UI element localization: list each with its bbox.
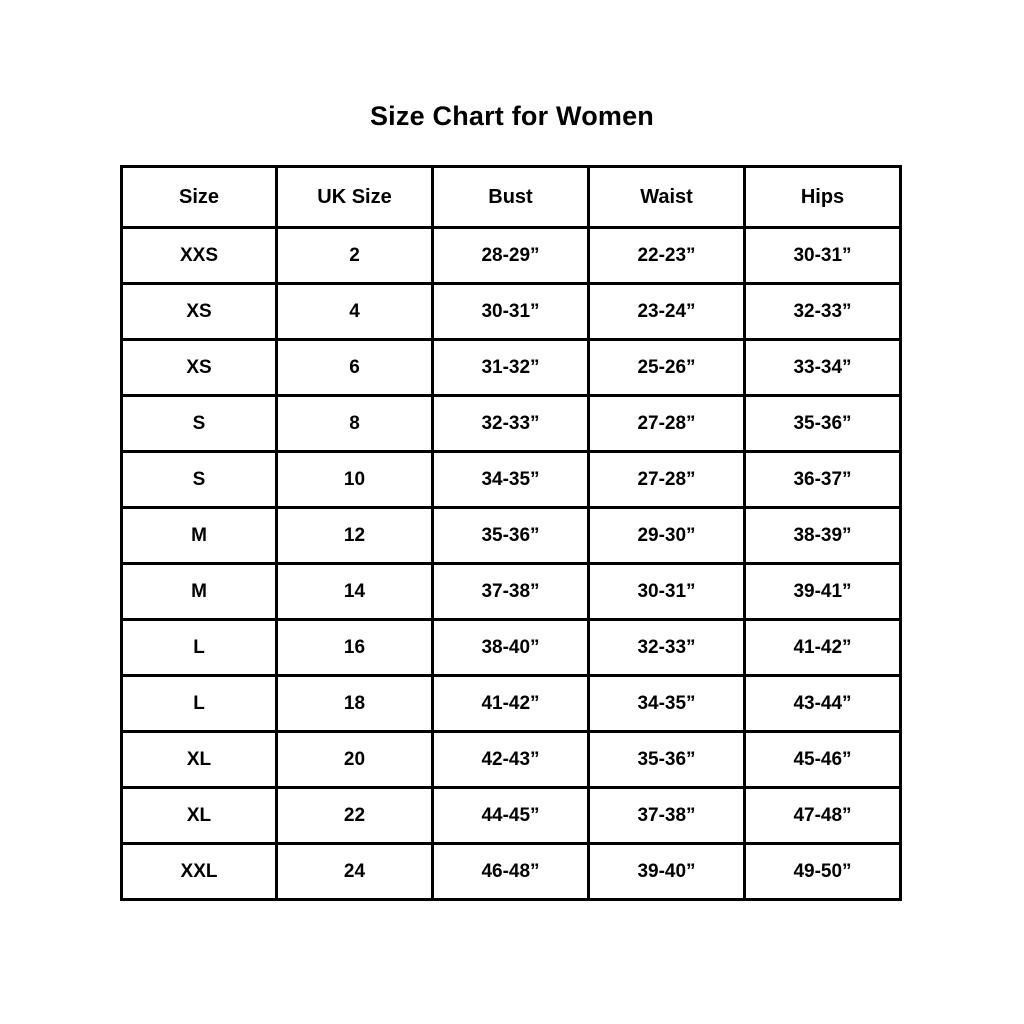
cell-bust: 34-35” [431, 450, 590, 509]
table-row: L 18 41-42” 34-35” 43-44” [120, 674, 902, 733]
cell-bust: 37-38” [431, 562, 590, 621]
cell-uk-size: 2 [275, 226, 434, 285]
cell-waist: 22-23” [587, 226, 746, 285]
cell-bust: 38-40” [431, 618, 590, 677]
cell-hips: 38-39” [743, 506, 902, 565]
cell-waist: 27-28” [587, 450, 746, 509]
table-row: XS 4 30-31” 23-24” 32-33” [120, 282, 902, 341]
cell-size: M [120, 506, 278, 565]
cell-bust: 41-42” [431, 674, 590, 733]
cell-hips: 33-34” [743, 338, 902, 397]
cell-hips: 41-42” [743, 618, 902, 677]
cell-uk-size: 20 [275, 730, 434, 789]
cell-bust: 32-33” [431, 394, 590, 453]
table-row: L 16 38-40” 32-33” 41-42” [120, 618, 902, 677]
cell-hips: 47-48” [743, 786, 902, 845]
cell-size: XXL [120, 842, 278, 901]
cell-uk-size: 12 [275, 506, 434, 565]
cell-bust: 46-48” [431, 842, 590, 901]
cell-size: L [120, 674, 278, 733]
cell-size: XXS [120, 226, 278, 285]
cell-size: XS [120, 338, 278, 397]
table-header: Size UK Size Bust Waist Hips [120, 165, 902, 229]
column-header-size: Size [120, 165, 278, 229]
page-title: Size Chart for Women [369, 101, 655, 131]
cell-uk-size: 16 [275, 618, 434, 677]
table-row: XL 22 44-45” 37-38” 47-48” [120, 786, 902, 845]
table-body: XXS 2 28-29” 22-23” 30-31” XS 4 30-31” 23-24” 32-… [120, 226, 902, 901]
table-row: XL 20 42-43” 35-36” 45-46” [120, 730, 902, 789]
cell-waist: 39-40” [587, 842, 746, 901]
cell-waist: 27-28” [587, 394, 746, 453]
cell-uk-size: 24 [275, 842, 434, 901]
cell-hips: 49-50” [743, 842, 902, 901]
cell-uk-size: 8 [275, 394, 434, 453]
cell-hips: 43-44” [743, 674, 902, 733]
size-chart-table: Size UK Size Bust Waist Hips XXS 2 28-29” 2… [120, 165, 902, 901]
table-row: XS 6 31-32” 25-26” 33-34” [120, 338, 902, 397]
cell-bust: 35-36” [431, 506, 590, 565]
cell-bust: 42-43” [431, 730, 590, 789]
cell-uk-size: 10 [275, 450, 434, 509]
cell-size: L [120, 618, 278, 677]
cell-bust: 44-45” [431, 786, 590, 845]
cell-uk-size: 6 [275, 338, 434, 397]
cell-size: XL [120, 730, 278, 789]
cell-waist: 29-30” [587, 506, 746, 565]
column-header-bust: Bust [431, 165, 590, 229]
cell-hips: 30-31” [743, 226, 902, 285]
cell-bust: 30-31” [431, 282, 590, 341]
table-row: M 14 37-38” 30-31” 39-41” [120, 562, 902, 621]
cell-waist: 25-26” [587, 338, 746, 397]
cell-size: S [120, 450, 278, 509]
table-row: S 10 34-35” 27-28” 36-37” [120, 450, 902, 509]
cell-uk-size: 18 [275, 674, 434, 733]
cell-size: S [120, 394, 278, 453]
cell-waist: 35-36” [587, 730, 746, 789]
cell-bust: 28-29” [431, 226, 590, 285]
cell-hips: 32-33” [743, 282, 902, 341]
size-chart-table-container: Size UK Size Bust Waist Hips XXS 2 28-29” 2… [120, 165, 902, 901]
cell-uk-size: 14 [275, 562, 434, 621]
cell-hips: 45-46” [743, 730, 902, 789]
cell-size: XS [120, 282, 278, 341]
cell-waist: 30-31” [587, 562, 746, 621]
cell-waist: 37-38” [587, 786, 746, 845]
table-row: XXS 2 28-29” 22-23” 30-31” [120, 226, 902, 285]
cell-hips: 35-36” [743, 394, 902, 453]
column-header-waist: Waist [587, 165, 746, 229]
table-header-row: Size UK Size Bust Waist Hips [120, 165, 902, 229]
column-header-hips: Hips [743, 165, 902, 229]
cell-size: M [120, 562, 278, 621]
cell-uk-size: 22 [275, 786, 434, 845]
cell-waist: 23-24” [587, 282, 746, 341]
cell-hips: 36-37” [743, 450, 902, 509]
cell-size: XL [120, 786, 278, 845]
cell-uk-size: 4 [275, 282, 434, 341]
cell-waist: 32-33” [587, 618, 746, 677]
cell-waist: 34-35” [587, 674, 746, 733]
table-row: XXL 24 46-48” 39-40” 49-50” [120, 842, 902, 901]
table-row: S 8 32-33” 27-28” 35-36” [120, 394, 902, 453]
table-row: M 12 35-36” 29-30” 38-39” [120, 506, 902, 565]
cell-bust: 31-32” [431, 338, 590, 397]
cell-hips: 39-41” [743, 562, 902, 621]
column-header-uk-size: UK Size [275, 165, 434, 229]
